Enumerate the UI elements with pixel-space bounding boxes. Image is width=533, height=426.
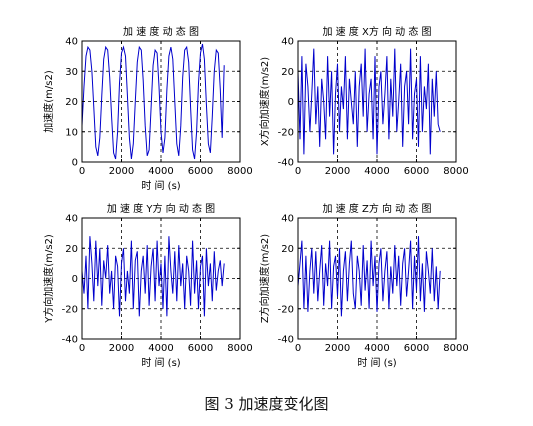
- x-tick-label: 0: [79, 343, 85, 354]
- x-tick-label: 4000: [364, 343, 389, 354]
- x-tick-label: 6000: [188, 166, 213, 177]
- y-tick-label: 20: [281, 67, 294, 78]
- x-tick-label: 8000: [227, 343, 252, 354]
- chart-panel-1: 0 2000 4000 6000 8000 0 10 20 30 40 加 速 度 动 态 图时 间…: [42, 25, 253, 192]
- chart-title: 加 速 度 动 态 图: [123, 25, 199, 38]
- y-tick-label: 0: [288, 97, 294, 108]
- y-tick-label: -40: [278, 158, 294, 169]
- x-tick-label: 8000: [443, 343, 468, 354]
- x-tick-label: 4000: [148, 166, 173, 177]
- chart-panel-3: 0 2000 4000 6000 8000 -40 -20 0 20 40 加 速 度 Y方 向 动…: [42, 202, 253, 369]
- y-axis-label: X方向加速度(m/s2): [258, 57, 271, 146]
- x-tick-label: 6000: [188, 343, 213, 354]
- y-tick-label: 30: [65, 67, 78, 78]
- chart-panel-4: 0 2000 4000 6000 8000 -40 -20 0 20 40 加 速 度 Z方 向 动…: [258, 202, 469, 369]
- y-tick-label: 0: [288, 274, 294, 285]
- y-tick-label: 20: [65, 244, 78, 255]
- x-tick-label: 0: [79, 166, 85, 177]
- x-tick-label: 2000: [109, 166, 134, 177]
- chart-title: 加 速 度 X方 向 动 态 图: [322, 25, 431, 38]
- x-tick-label: 4000: [148, 343, 173, 354]
- y-tick-label: 20: [65, 97, 78, 108]
- y-axis-label: Y方向加速度(m/s2): [42, 234, 55, 324]
- y-tick-label: 40: [281, 214, 294, 225]
- y-tick-label: -20: [62, 304, 78, 315]
- series-line-1: [297, 48, 441, 155]
- x-tick-label: 2000: [109, 343, 134, 354]
- chart-title: 加 速 度 Z方 向 动 态 图: [322, 202, 431, 215]
- x-tick-label: 6000: [404, 343, 429, 354]
- y-axis-label: 加速度(m/s2): [42, 70, 55, 133]
- series-line-1: [81, 236, 225, 317]
- chart-title: 加 速 度 Y方 向 动 态 图: [107, 202, 215, 215]
- x-tick-label: 8000: [227, 166, 252, 177]
- y-tick-label: -20: [278, 304, 294, 315]
- chart-panel-2: 0 2000 4000 6000 8000 -40 -20 0 20 40 加 速 度 X方 向 动…: [258, 25, 469, 177]
- x-tick-label: 8000: [443, 166, 468, 177]
- x-tick-label: 2000: [325, 343, 350, 354]
- y-tick-label: -20: [278, 127, 294, 138]
- series-line-1: [81, 43, 225, 160]
- y-tick-label: 0: [72, 158, 78, 169]
- y-axis-label: Z方向加速度(m/s2): [258, 234, 271, 323]
- y-tick-label: 10: [65, 127, 78, 138]
- y-tick-label: -40: [278, 335, 294, 346]
- y-tick-label: 40: [65, 214, 78, 225]
- x-axis-label: 时 间 (s): [141, 179, 180, 192]
- y-tick-label: 40: [281, 37, 294, 48]
- x-tick-label: 4000: [364, 166, 389, 177]
- x-tick-label: 0: [295, 343, 301, 354]
- y-tick-label: -40: [62, 335, 78, 346]
- y-tick-label: 0: [72, 274, 78, 285]
- y-tick-label: 20: [281, 244, 294, 255]
- figure-caption: 图 3 加速度变化图: [204, 395, 329, 413]
- x-axis-label: 时 间 (s): [357, 356, 396, 369]
- x-tick-label: 0: [295, 166, 301, 177]
- x-axis-label: 时 间 (s): [141, 356, 180, 369]
- series-line-1: [297, 236, 441, 317]
- x-tick-label: 2000: [325, 166, 350, 177]
- y-tick-label: 40: [65, 37, 78, 48]
- x-tick-label: 6000: [404, 166, 429, 177]
